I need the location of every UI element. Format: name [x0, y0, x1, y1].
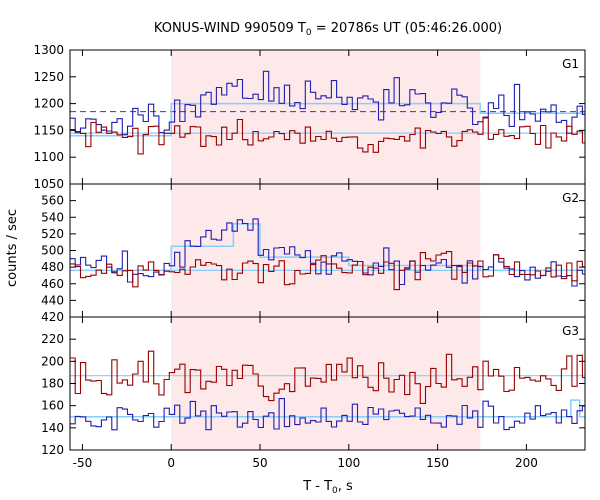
shaded-interval	[171, 184, 481, 317]
y-tick-label: 160	[41, 399, 64, 413]
x-tick-label: 100	[337, 456, 360, 470]
panel-g2: 420 440 460 480 500 520 540 560 G2	[41, 183, 586, 324]
y-axis-label: counts / sec	[5, 209, 20, 287]
x-tick-label: 50	[252, 456, 267, 470]
y-tick-label: 200	[41, 354, 64, 368]
plot-area	[70, 350, 585, 431]
series-blue-line	[70, 398, 585, 431]
series-red-line	[70, 350, 585, 404]
y-tick-label: 1300	[33, 43, 64, 57]
panel-label-g1: G1	[562, 57, 579, 71]
y-tick-label: 440	[41, 293, 64, 307]
plot-area	[70, 70, 585, 155]
series-red-line	[70, 117, 585, 155]
y-tick-label: 1050	[33, 177, 64, 191]
y-tick-label: 1250	[33, 70, 64, 84]
fit-line-blue	[70, 399, 585, 418]
y-tick-label: 480	[41, 260, 64, 274]
panel-g1: 1050 1100 1150 1200 1250 1300 G1	[33, 43, 586, 191]
y-tick-label: 140	[41, 421, 64, 435]
chart-title: KONUS-WIND 990509 T0 = 20786s UT (05:46:…	[154, 21, 502, 38]
y-tick-label: 460	[41, 277, 64, 291]
y-tick-label: 180	[41, 377, 64, 391]
y-tick-label: 560	[41, 194, 64, 208]
y-tick-label: 1100	[33, 150, 64, 164]
x-tick-label: 0	[167, 456, 175, 470]
x-tick-label: 150	[426, 456, 449, 470]
panels: 105011001150120012501300G142044046048050…	[33, 43, 586, 470]
x-axis-label: T - T0, s	[302, 479, 353, 496]
x-tick-label: -50	[73, 456, 93, 470]
fit-line-blue	[70, 102, 585, 137]
y-tick-label: 540	[41, 210, 64, 224]
plot-area	[70, 218, 585, 291]
y-tick-label: 500	[41, 244, 64, 258]
y-tick-label: 520	[41, 227, 64, 241]
series-blue-line	[70, 218, 585, 287]
shaded-interval	[171, 50, 481, 184]
y-tick-label: 420	[41, 310, 64, 324]
shaded-interval	[171, 317, 481, 450]
x-tick-label: 200	[515, 456, 538, 470]
panel-label-g3: G3	[562, 324, 579, 338]
y-tick-label: 1200	[33, 97, 64, 111]
panel-label-g2: G2	[562, 191, 579, 205]
y-tick-label: 120	[41, 443, 64, 457]
series-red-line	[70, 251, 585, 291]
series-blue-line	[70, 70, 585, 135]
panel-g3: 120 140 160 180 200 220 G3	[41, 316, 586, 457]
y-tick-label: 1150	[33, 123, 64, 137]
y-tick-label: 220	[41, 332, 64, 346]
